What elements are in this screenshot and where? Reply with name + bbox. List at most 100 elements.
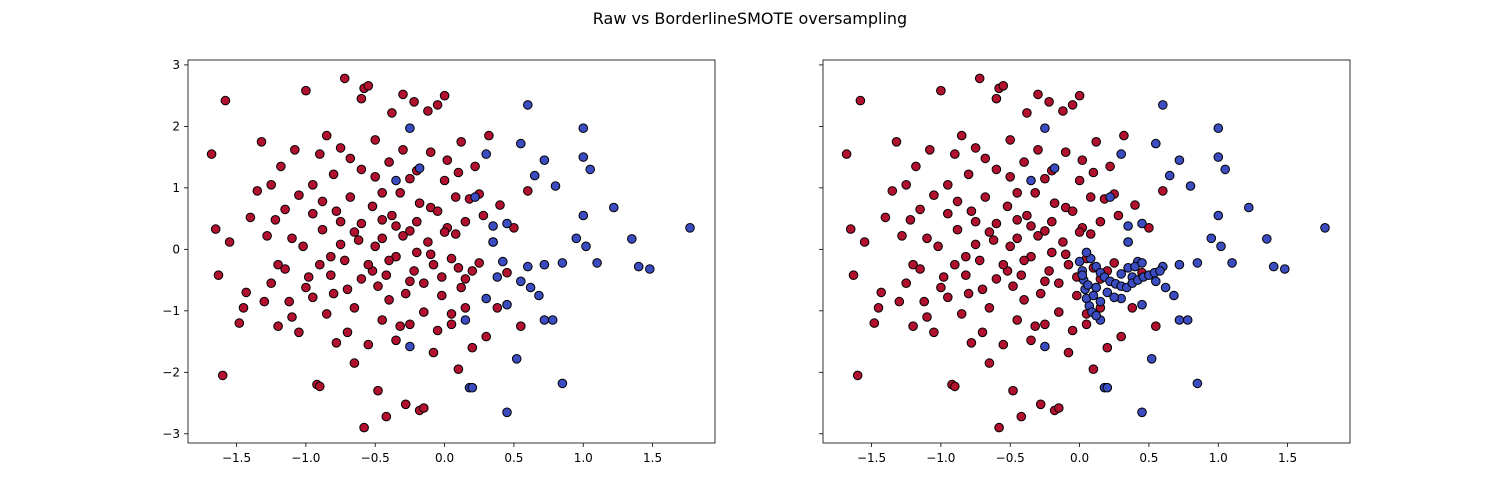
majority-point xyxy=(1012,188,1023,198)
minority-point xyxy=(1169,290,1179,301)
majority-point xyxy=(495,200,505,210)
majority-point xyxy=(284,296,295,307)
majority-point xyxy=(328,169,339,180)
majority-point xyxy=(873,303,884,313)
majority-point xyxy=(315,149,325,159)
majority-point xyxy=(855,95,866,106)
majority-point xyxy=(423,106,433,116)
majority-point xyxy=(952,196,963,207)
majority-point xyxy=(859,237,870,247)
majority-point xyxy=(460,274,471,284)
majority-point xyxy=(1044,97,1054,107)
majority-point xyxy=(1026,335,1036,346)
majority-point xyxy=(1054,307,1064,317)
majority-point xyxy=(377,233,388,244)
majority-point xyxy=(234,318,245,328)
majority-point xyxy=(950,259,960,270)
majority-point xyxy=(908,321,918,332)
majority-point xyxy=(367,201,378,212)
minority-point xyxy=(1213,123,1224,133)
majority-point xyxy=(1019,255,1029,266)
majority-point xyxy=(398,145,408,155)
minority-point xyxy=(1174,259,1185,270)
majority-point xyxy=(412,216,422,227)
majority-point xyxy=(419,403,429,413)
majority-point xyxy=(335,216,346,227)
minority-point xyxy=(1174,315,1185,325)
majority-point xyxy=(1109,258,1119,268)
minority-point xyxy=(391,175,401,186)
majority-point xyxy=(432,100,443,110)
minority-point xyxy=(1244,202,1254,213)
majority-point xyxy=(1085,192,1096,202)
minority-point xyxy=(1081,247,1092,258)
majority-point xyxy=(290,145,300,155)
majority-point xyxy=(1067,206,1078,216)
minority-point xyxy=(1109,292,1119,303)
majority-point xyxy=(317,224,328,235)
majority-point xyxy=(1105,161,1115,172)
minority-point xyxy=(578,152,589,162)
minority-point xyxy=(539,315,550,325)
majority-point xyxy=(446,309,457,319)
majority-point xyxy=(970,216,981,227)
majority-point xyxy=(294,190,304,200)
x-tick-label: −1.5 xyxy=(222,451,251,465)
minority-point xyxy=(539,259,550,270)
majority-point xyxy=(262,231,272,241)
x-tick-label: 1.0 xyxy=(1209,451,1228,465)
majority-point xyxy=(349,358,360,368)
majority-point xyxy=(315,259,325,270)
majority-point xyxy=(276,161,286,172)
majority-point xyxy=(450,192,461,202)
majority-point xyxy=(405,276,415,287)
majority-point xyxy=(331,206,342,216)
majority-point xyxy=(1130,200,1140,210)
majority-point xyxy=(298,241,308,252)
majority-point xyxy=(984,303,995,313)
majority-point xyxy=(1058,106,1068,116)
majority-point xyxy=(1113,210,1124,221)
minority-point xyxy=(1213,152,1224,162)
majority-point xyxy=(922,312,932,322)
majority-point xyxy=(994,422,1004,433)
majority-point xyxy=(1044,266,1054,276)
majority-point xyxy=(419,307,429,317)
majority-point xyxy=(328,288,339,299)
majority-point xyxy=(1054,403,1064,413)
majority-point xyxy=(363,339,374,350)
points-group xyxy=(206,73,695,433)
majority-point xyxy=(1067,100,1078,110)
majority-point xyxy=(1033,145,1043,155)
majority-point xyxy=(509,223,519,233)
minority-point xyxy=(633,261,644,272)
majority-point xyxy=(1060,249,1071,260)
x-tick-label: −0.5 xyxy=(996,451,1025,465)
majority-point xyxy=(395,188,406,198)
majority-point xyxy=(1067,325,1078,336)
minority-point xyxy=(578,123,589,133)
majority-point xyxy=(1005,135,1016,145)
y-tick-label: 0 xyxy=(172,242,180,256)
majority-point xyxy=(1074,227,1085,237)
minority-point xyxy=(492,272,503,282)
minority-point xyxy=(547,315,558,325)
majority-point xyxy=(492,303,503,313)
minority-point xyxy=(645,264,655,274)
majority-point xyxy=(1144,223,1154,233)
minority-point xyxy=(405,341,415,352)
majority-point xyxy=(446,253,457,264)
majority-point xyxy=(425,147,436,157)
majority-point xyxy=(1033,231,1043,241)
majority-point xyxy=(943,208,953,219)
minority-point xyxy=(685,223,695,233)
majority-point xyxy=(887,186,898,196)
minority-point xyxy=(470,192,480,202)
minority-point xyxy=(1123,221,1133,231)
majority-point xyxy=(1077,155,1088,165)
majority-point xyxy=(363,81,374,91)
minority-point xyxy=(1213,210,1224,221)
axes-frame xyxy=(187,59,716,444)
left-scatter-panel: −1.5 −1.0 −0.5 0.0 0.5 1.0 1.5 −3 −2 −1 0 1 2 3 xyxy=(162,58,716,465)
majority-point xyxy=(339,255,350,266)
